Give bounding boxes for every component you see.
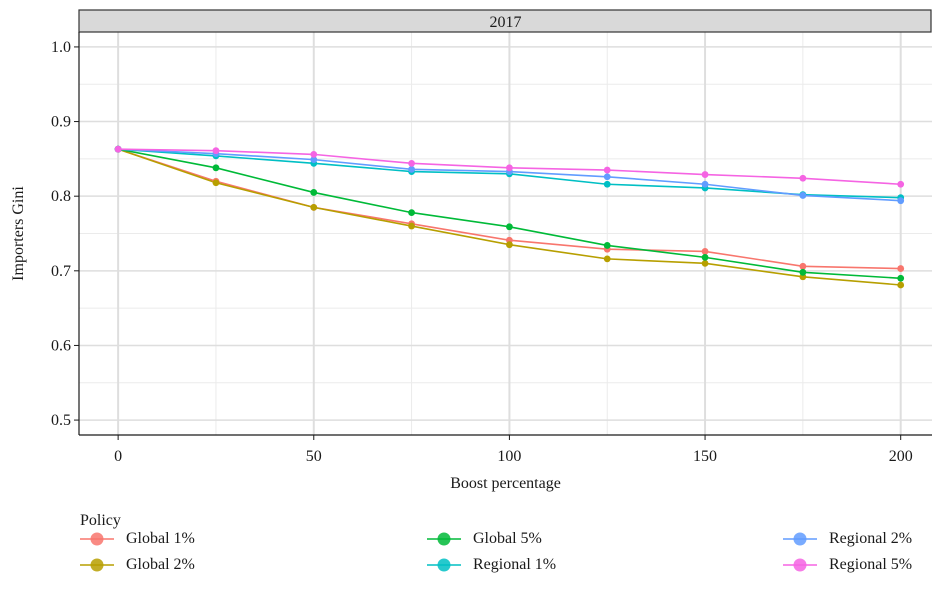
data-point bbox=[310, 156, 318, 164]
data-point bbox=[701, 253, 709, 261]
data-point bbox=[603, 173, 611, 181]
data-point bbox=[897, 265, 905, 272]
facet-strip: 2017 bbox=[78, 9, 932, 33]
y-tick-label: 0.7 bbox=[51, 263, 71, 280]
legend-label: Regional 5% bbox=[829, 556, 913, 573]
data-point bbox=[799, 174, 807, 182]
legend-label: Regional 2% bbox=[829, 530, 913, 547]
y-axis-title: Importers Gini bbox=[10, 186, 27, 281]
data-point bbox=[603, 180, 611, 188]
legend-label: Global 2% bbox=[126, 556, 195, 573]
data-point bbox=[506, 223, 513, 231]
legend-label: Global 5% bbox=[473, 530, 542, 547]
legend-title: Policy bbox=[80, 512, 121, 529]
y-tick-label: 0.6 bbox=[51, 337, 71, 354]
data-point bbox=[701, 248, 709, 255]
data-point bbox=[310, 189, 318, 196]
x-tick-label: 0 bbox=[114, 448, 122, 465]
legend-swatch bbox=[427, 532, 461, 546]
data-point bbox=[799, 262, 807, 270]
x-tick-label: 50 bbox=[306, 448, 322, 465]
data-point bbox=[603, 255, 611, 263]
data-point bbox=[701, 180, 709, 188]
x-axis-title: Boost percentage bbox=[450, 475, 561, 492]
legend-item: Regional 2% bbox=[783, 528, 912, 550]
gridlines bbox=[79, 32, 932, 435]
legend-item: Global 1% bbox=[80, 528, 195, 550]
data-point bbox=[114, 145, 122, 153]
y-tick-label: 0.5 bbox=[51, 412, 71, 429]
legend-label: Global 1% bbox=[126, 530, 195, 547]
data-point bbox=[799, 268, 807, 276]
series-points bbox=[114, 145, 905, 289]
tick-labels: 0 50 100 150 200 0.5 0.6 0.7 0.8 0.9 1.0 bbox=[51, 39, 913, 465]
data-point bbox=[897, 274, 905, 282]
data-point bbox=[310, 150, 318, 158]
legend-swatch bbox=[80, 532, 114, 546]
legend-swatch bbox=[80, 558, 114, 572]
legend-swatch bbox=[427, 558, 461, 572]
data-point bbox=[408, 209, 415, 217]
x-tick-label: 200 bbox=[889, 448, 913, 465]
y-tick-label: 0.8 bbox=[51, 188, 71, 205]
legend-item: Global 2% bbox=[80, 554, 195, 576]
legend: Policy Global 1% Global 2% Global 5% Region… bbox=[80, 512, 932, 592]
data-point bbox=[799, 192, 807, 199]
data-point bbox=[506, 164, 513, 172]
data-point bbox=[701, 259, 709, 267]
legend-label: Regional 1% bbox=[473, 556, 557, 573]
data-point bbox=[408, 165, 415, 173]
data-point bbox=[897, 281, 905, 289]
data-point bbox=[212, 164, 220, 172]
x-tick-label: 100 bbox=[497, 448, 521, 465]
data-point bbox=[506, 241, 513, 249]
y-tick-label: 1.0 bbox=[51, 39, 71, 56]
facet-title: 2017 bbox=[490, 14, 522, 31]
data-point bbox=[408, 222, 415, 230]
data-point bbox=[603, 166, 611, 174]
legend-swatch bbox=[783, 532, 817, 546]
legend-item: Regional 1% bbox=[427, 554, 556, 576]
data-point bbox=[212, 147, 220, 155]
y-tick-label: 0.9 bbox=[51, 114, 71, 131]
data-point bbox=[701, 171, 709, 178]
data-point bbox=[212, 179, 220, 187]
data-point bbox=[897, 180, 905, 188]
x-tick-label: 150 bbox=[693, 448, 717, 465]
data-point bbox=[310, 203, 318, 211]
axes bbox=[78, 32, 932, 436]
legend-swatch bbox=[783, 558, 817, 572]
legend-item: Regional 5% bbox=[783, 554, 912, 576]
data-point bbox=[897, 197, 905, 205]
legend-item: Global 5% bbox=[427, 528, 542, 550]
facet-strip-background bbox=[78, 9, 932, 33]
data-point bbox=[603, 242, 611, 249]
data-point bbox=[408, 159, 415, 167]
